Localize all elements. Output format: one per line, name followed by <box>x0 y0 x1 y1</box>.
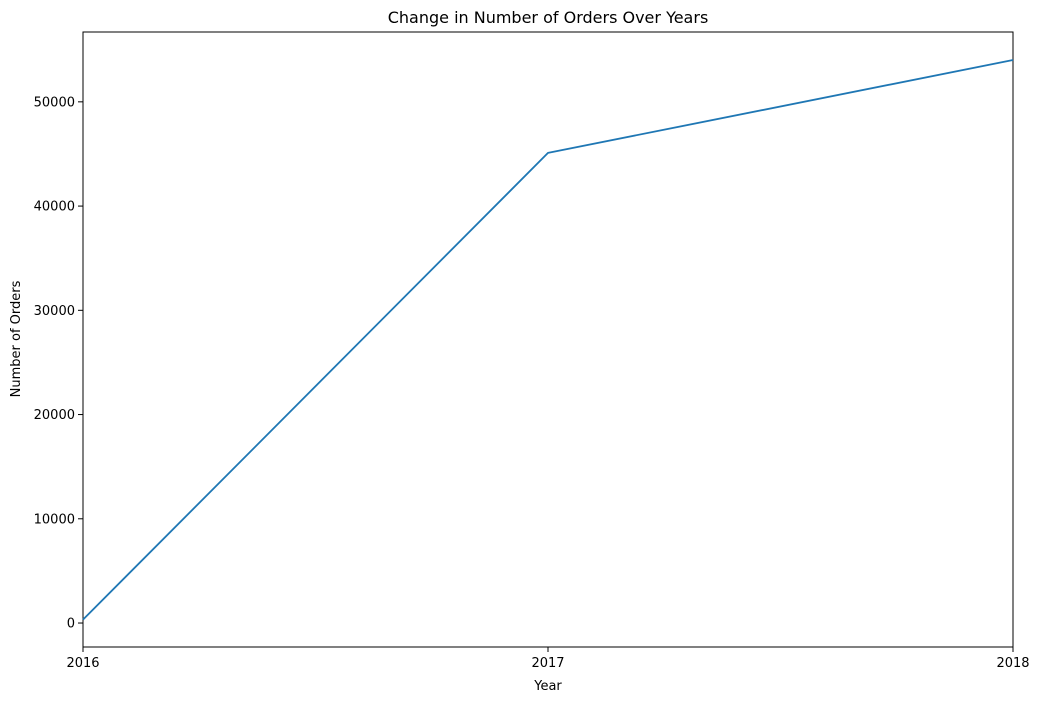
chart-title: Change in Number of Orders Over Years <box>388 8 709 27</box>
plot-area: 0 10000 20000 30000 40000 50000 2016 2017 2018 <box>34 31 1030 671</box>
x-axis-ticks: 2016 2017 2018 <box>66 647 1030 671</box>
y-tick-label: 20000 <box>34 408 75 423</box>
y-tick-label: 40000 <box>34 200 75 215</box>
x-tick-label: 2017 <box>531 656 564 671</box>
x-axis-label: Year <box>533 679 562 694</box>
y-axis-ticks: 0 10000 20000 30000 40000 50000 <box>34 95 83 632</box>
y-tick-label: 30000 <box>34 304 75 319</box>
y-tick-label: 50000 <box>34 95 75 110</box>
y-axis-label: Number of Orders <box>9 280 24 397</box>
plot-frame <box>82 31 1014 648</box>
series-line <box>82 59 1014 621</box>
y-tick-label: 10000 <box>34 512 75 527</box>
y-tick-label: 0 <box>67 617 75 632</box>
x-tick-label: 2016 <box>66 656 99 671</box>
x-tick-label: 2018 <box>996 656 1029 671</box>
